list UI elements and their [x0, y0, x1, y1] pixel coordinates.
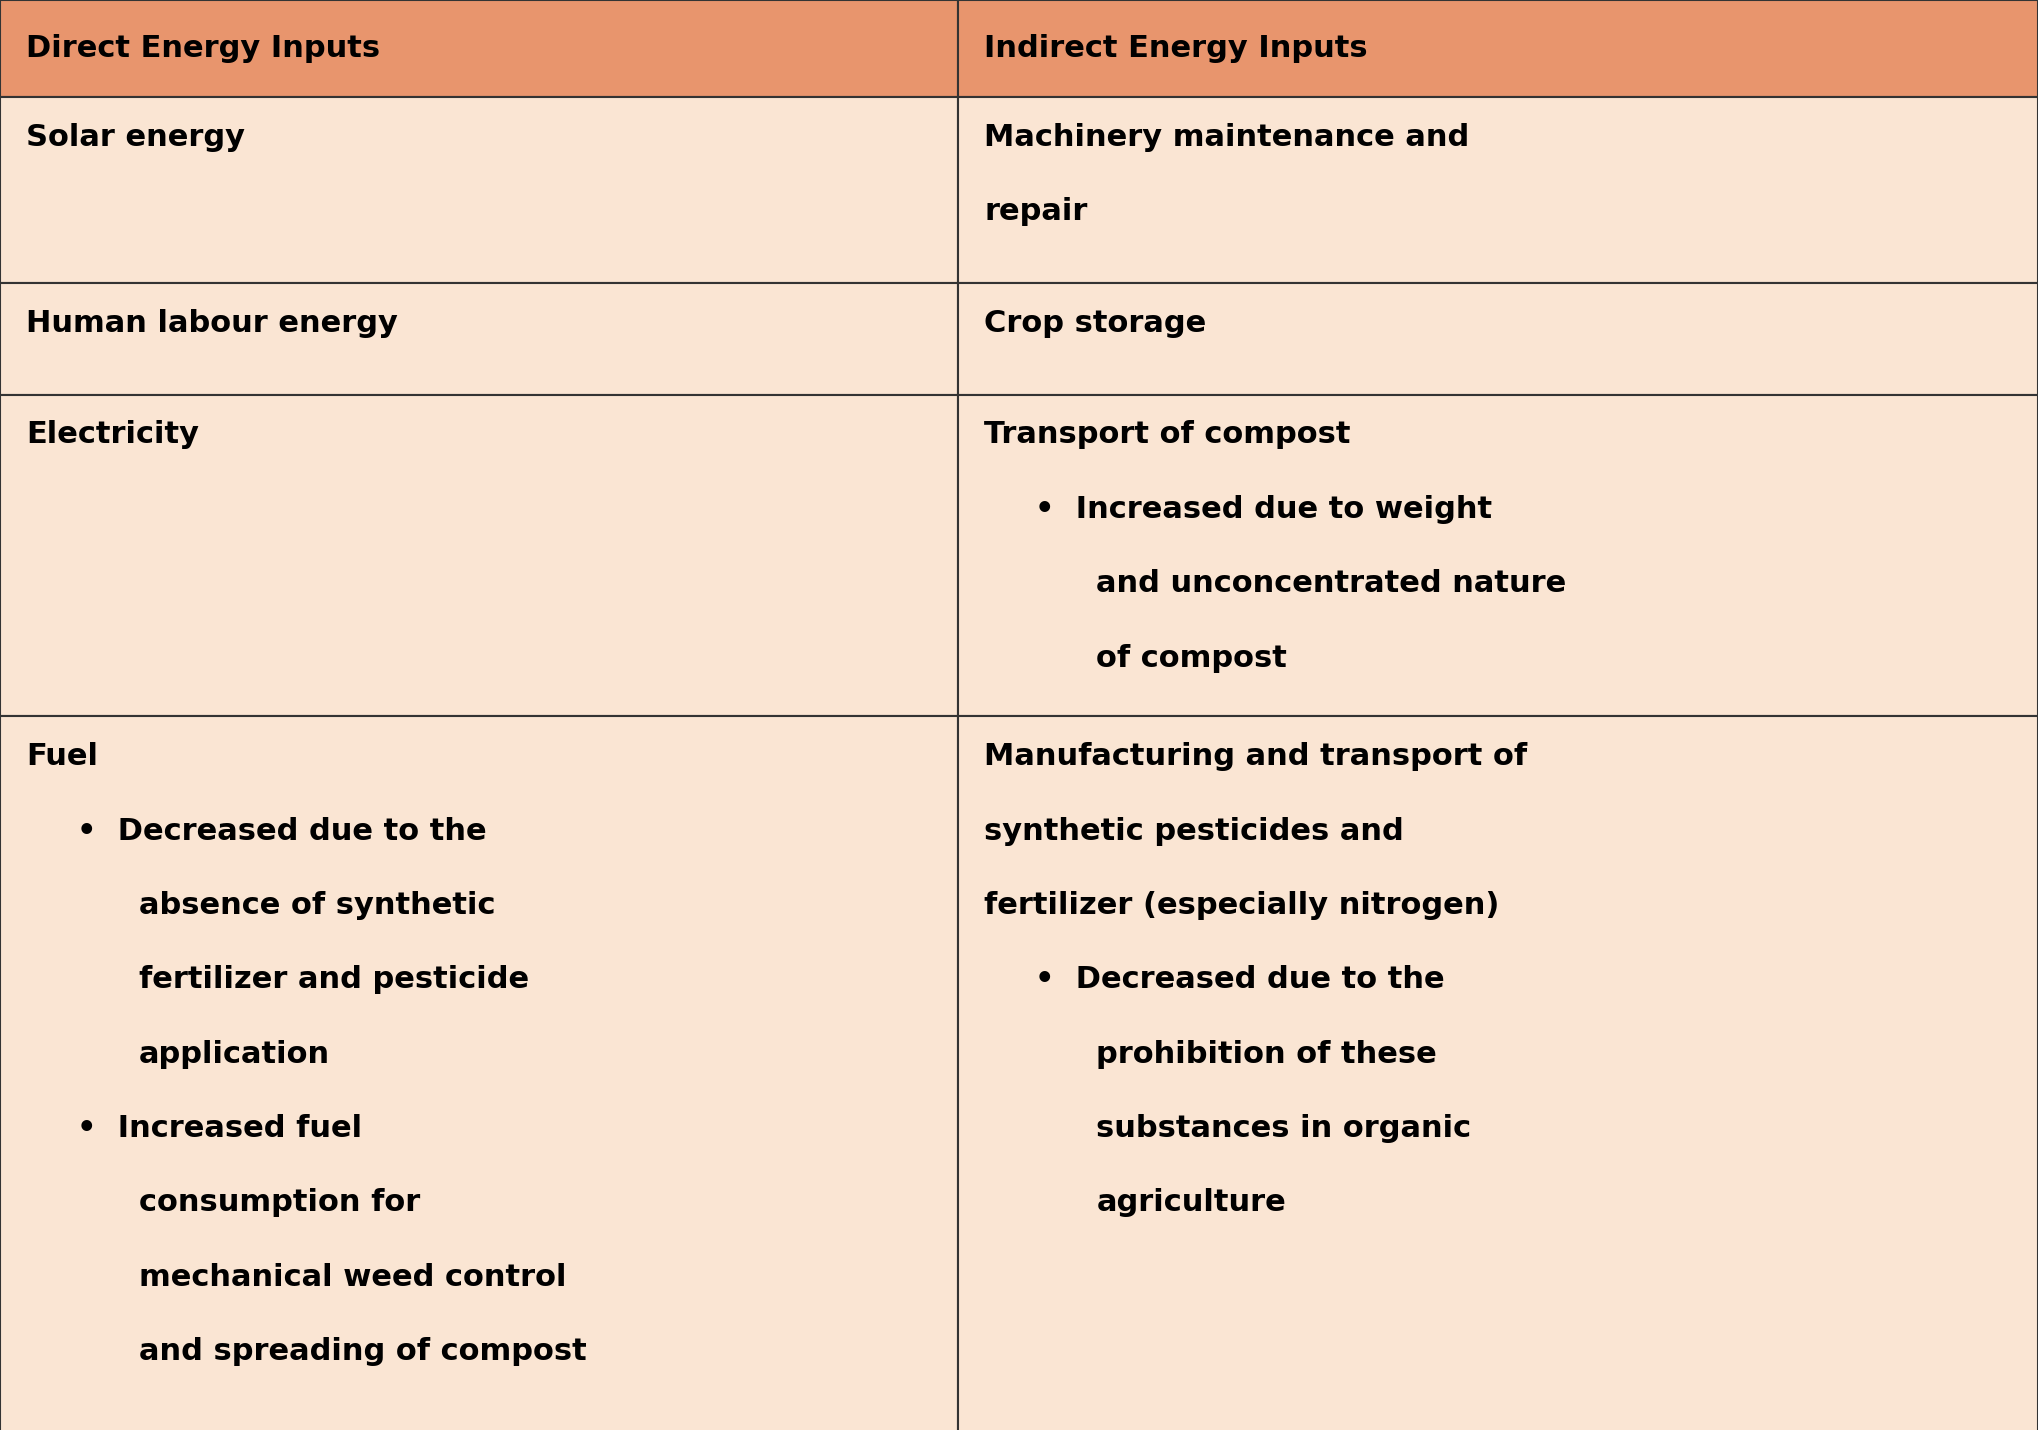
- FancyBboxPatch shape: [0, 283, 958, 395]
- FancyBboxPatch shape: [958, 283, 2038, 395]
- Text: fertilizer (especially nitrogen): fertilizer (especially nitrogen): [984, 891, 1500, 919]
- Text: Manufacturing and transport of: Manufacturing and transport of: [984, 742, 1526, 771]
- Text: absence of synthetic: absence of synthetic: [139, 891, 495, 919]
- Text: and unconcentrated nature: and unconcentrated nature: [1096, 569, 1567, 598]
- Text: application: application: [139, 1040, 330, 1068]
- Text: Solar energy: Solar energy: [26, 123, 245, 152]
- FancyBboxPatch shape: [0, 395, 958, 716]
- Text: and spreading of compost: and spreading of compost: [139, 1337, 587, 1366]
- Text: Transport of compost: Transport of compost: [984, 420, 1351, 449]
- Text: Crop storage: Crop storage: [984, 309, 1206, 337]
- Text: •  Increased fuel: • Increased fuel: [77, 1114, 363, 1143]
- Text: mechanical weed control: mechanical weed control: [139, 1263, 567, 1291]
- Text: Human labour energy: Human labour energy: [26, 309, 397, 337]
- Text: •  Decreased due to the: • Decreased due to the: [1035, 965, 1445, 994]
- Text: prohibition of these: prohibition of these: [1096, 1040, 1437, 1068]
- Text: substances in organic: substances in organic: [1096, 1114, 1471, 1143]
- FancyBboxPatch shape: [958, 0, 2038, 97]
- Text: consumption for: consumption for: [139, 1188, 420, 1217]
- Text: of compost: of compost: [1096, 644, 1288, 672]
- Text: Direct Energy Inputs: Direct Energy Inputs: [26, 34, 381, 63]
- Text: Indirect Energy Inputs: Indirect Energy Inputs: [984, 34, 1367, 63]
- Text: repair: repair: [984, 197, 1088, 226]
- FancyBboxPatch shape: [0, 97, 958, 283]
- Text: agriculture: agriculture: [1096, 1188, 1286, 1217]
- Text: synthetic pesticides and: synthetic pesticides and: [984, 817, 1404, 845]
- Text: •  Decreased due to the: • Decreased due to the: [77, 817, 487, 845]
- FancyBboxPatch shape: [958, 395, 2038, 716]
- FancyBboxPatch shape: [958, 716, 2038, 1430]
- FancyBboxPatch shape: [0, 0, 958, 97]
- Text: Machinery maintenance and: Machinery maintenance and: [984, 123, 1469, 152]
- Text: Fuel: Fuel: [26, 742, 98, 771]
- FancyBboxPatch shape: [0, 716, 958, 1430]
- Text: Electricity: Electricity: [26, 420, 200, 449]
- FancyBboxPatch shape: [958, 97, 2038, 283]
- Text: fertilizer and pesticide: fertilizer and pesticide: [139, 965, 528, 994]
- Text: •  Increased due to weight: • Increased due to weight: [1035, 495, 1492, 523]
